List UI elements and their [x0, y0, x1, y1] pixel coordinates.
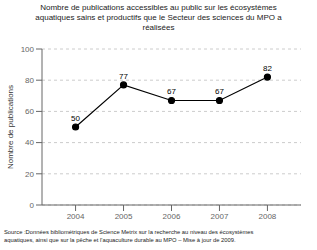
svg-text:100: 100 [21, 45, 35, 54]
html-text:Nombre de publications accessi: Nombre de publications accessibles au pu… [40, 3, 277, 12]
svg-text:2008: 2008 [259, 212, 277, 221]
svg-text:50: 50 [71, 114, 80, 123]
svg-text:2007: 2007 [211, 212, 229, 221]
svg-text:2005: 2005 [115, 212, 133, 221]
html-text:réalisées: réalisées [142, 23, 175, 32]
svg-text:2004: 2004 [67, 212, 85, 221]
svg-text:82: 82 [263, 64, 272, 73]
svg-text:60: 60 [25, 107, 34, 116]
svg-text:77: 77 [119, 72, 128, 81]
svg-text:67: 67 [215, 87, 224, 96]
html-text:aquatiques sains et productifs: aquatiques sains et productifs que le Se… [35, 13, 282, 22]
svg-text:2006: 2006 [163, 212, 181, 221]
html-text:Source :Données bibliométrique: Source :Données bibliométriques de Scien… [4, 229, 254, 235]
svg-text:Nombre de publications: Nombre de publications [8, 85, 15, 169]
svg-text:0: 0 [30, 201, 35, 210]
html-text:aquatiques, ainsi que sur la p: aquatiques, ainsi que sur la pêche et l'… [4, 236, 236, 243]
svg-text:67: 67 [167, 87, 176, 96]
svg-text:40: 40 [25, 138, 34, 147]
svg-text:20: 20 [25, 170, 34, 179]
svg-text:80: 80 [25, 76, 34, 85]
